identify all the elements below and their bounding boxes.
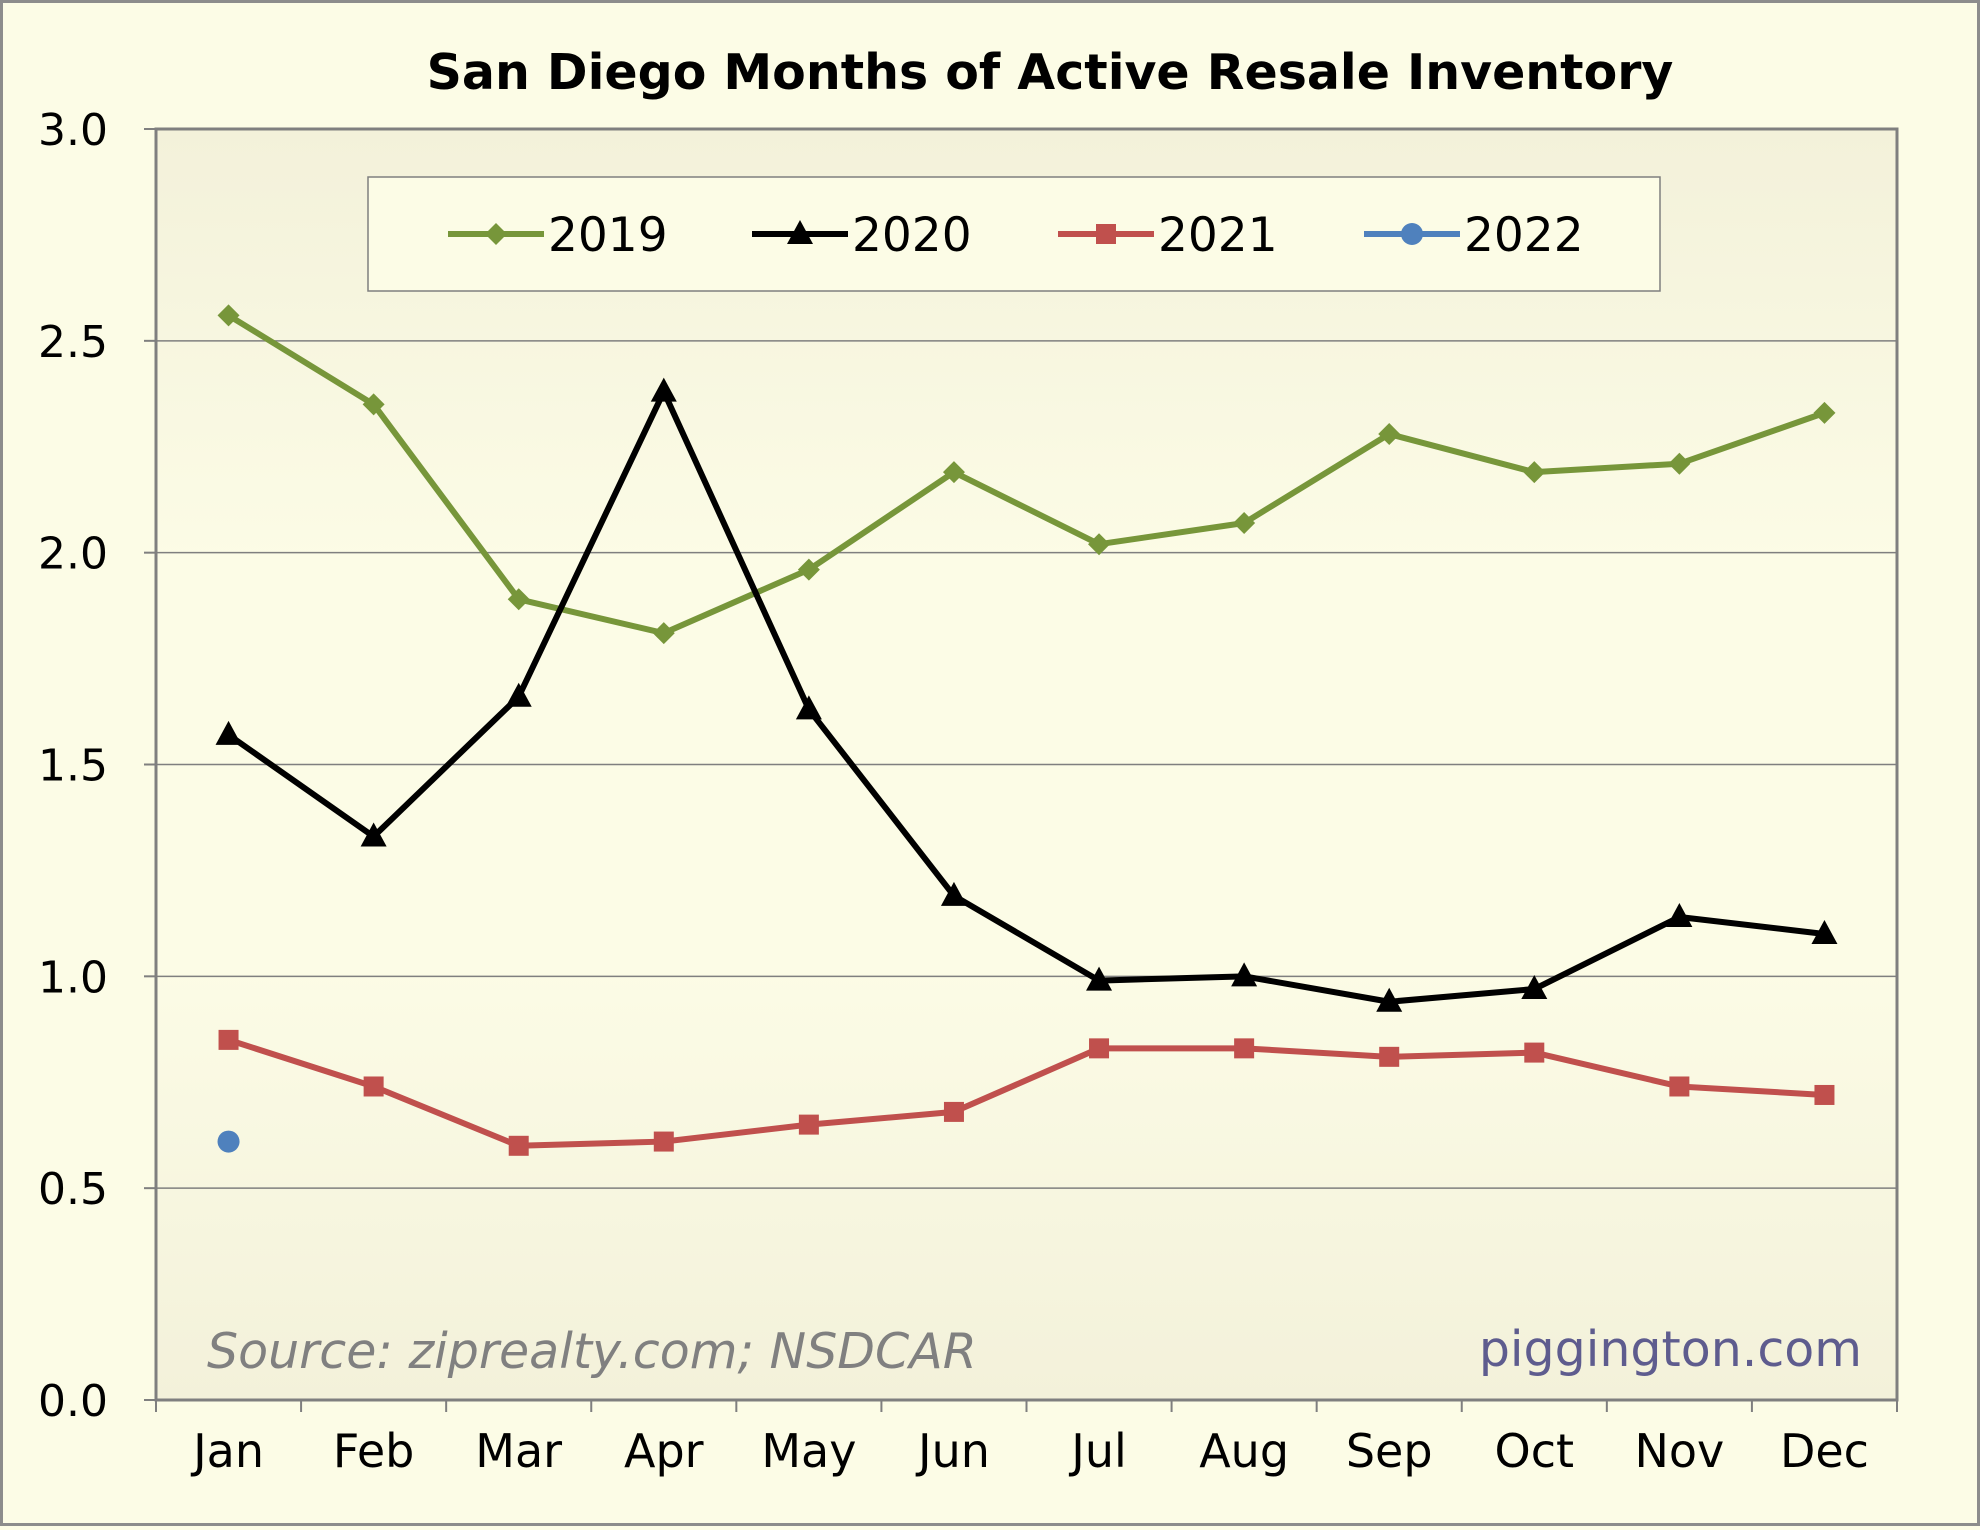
data-point-2020 xyxy=(650,377,677,402)
x-tick-label: May xyxy=(761,1424,856,1478)
series-2019 xyxy=(217,304,1836,645)
data-point-2021 xyxy=(798,1114,819,1135)
data-point-2019 xyxy=(1523,461,1546,484)
data-point-2021 xyxy=(1089,1038,1110,1059)
data-point-2019 xyxy=(1668,452,1691,475)
data-point-2021 xyxy=(1379,1046,1400,1067)
data-point-2021 xyxy=(1814,1084,1835,1105)
x-tick-label: Jul xyxy=(1068,1424,1127,1478)
data-point-2020 xyxy=(215,720,242,745)
y-tick-label: 0.0 xyxy=(38,1376,108,1427)
data-point-2021 xyxy=(218,1029,239,1050)
x-tick-label: Feb xyxy=(333,1424,414,1478)
series-line-2020 xyxy=(225,388,1828,1005)
data-point-2021 xyxy=(943,1101,964,1122)
legend-item-2021: 2021 xyxy=(1058,208,1278,263)
series-line-2019 xyxy=(225,312,1828,637)
data-point-2019 xyxy=(1813,401,1836,424)
legend-label: 2020 xyxy=(852,208,972,263)
legend-item-2019: 2019 xyxy=(448,208,668,263)
data-point-2019 xyxy=(507,588,530,611)
data-point-2020 xyxy=(360,822,387,847)
data-point-2019 xyxy=(652,622,675,645)
data-point-2020 xyxy=(505,682,532,707)
data-point-2019 xyxy=(1088,533,1111,556)
legend-swatch-marker xyxy=(1401,223,1423,245)
legend-label: 2021 xyxy=(1158,208,1278,263)
data-point-2020 xyxy=(1376,987,1403,1012)
legend-label: 2022 xyxy=(1464,208,1584,263)
data-point-2020 xyxy=(1666,903,1693,928)
data-point-2019 xyxy=(1378,423,1401,446)
data-point-2021 xyxy=(1234,1038,1255,1059)
legend-items: 2019 2020 2021 2022 xyxy=(448,208,1584,263)
x-tick-label: Apr xyxy=(624,1424,704,1478)
y-tick-label: 1.5 xyxy=(38,741,108,792)
legend-item-2022: 2022 xyxy=(1364,208,1584,263)
data-point-2021 xyxy=(363,1076,384,1097)
data-point-2019 xyxy=(797,558,820,581)
source-annotation: Source: ziprealty.com; NSDCAR xyxy=(207,1323,977,1380)
data-point-2019 xyxy=(217,304,240,327)
series-2021 xyxy=(218,1029,1835,1156)
x-tick-label: Mar xyxy=(475,1424,562,1478)
legend-swatch-marker xyxy=(787,220,813,244)
legend-label: 2019 xyxy=(548,208,668,263)
x-tick-label: Jan xyxy=(190,1424,264,1478)
data-point-2020 xyxy=(1521,975,1548,1000)
legend: 2019 2020 2021 2022 xyxy=(367,176,1661,292)
x-tick-label: Dec xyxy=(1780,1424,1869,1478)
chart-title: San Diego Months of Active Resale Invent… xyxy=(427,44,1674,101)
data-point-2020 xyxy=(1231,962,1258,987)
series-line-2021 xyxy=(225,1036,1828,1149)
legend-item-2020: 2020 xyxy=(752,208,972,263)
x-tick-label: Nov xyxy=(1634,1424,1724,1478)
y-tick-label: 3.0 xyxy=(38,105,108,156)
x-tick-label: Sep xyxy=(1346,1424,1433,1478)
data-point-2019 xyxy=(1233,512,1256,535)
data-point-2020 xyxy=(940,881,967,906)
legend-swatch-marker xyxy=(485,223,507,245)
y-tick-label: 2.0 xyxy=(38,529,108,580)
data-point-2020 xyxy=(1811,919,1838,944)
data-point-2021 xyxy=(1524,1042,1545,1063)
series-2022 xyxy=(217,1130,240,1153)
x-tick-label: Oct xyxy=(1495,1424,1575,1478)
y-tick-label: 2.5 xyxy=(38,317,108,368)
series-2020 xyxy=(215,377,1838,1012)
data-point-2021 xyxy=(508,1135,529,1156)
data-point-2022 xyxy=(217,1130,240,1153)
site-annotation: piggington.com xyxy=(1479,1321,1862,1378)
data-point-2019 xyxy=(362,393,385,416)
data-point-2021 xyxy=(1669,1076,1690,1097)
data-point-2020 xyxy=(795,695,822,720)
series-group xyxy=(215,304,1838,1156)
data-point-2020 xyxy=(1086,966,1113,991)
x-tick-label: Aug xyxy=(1199,1424,1289,1478)
x-tick-label: Jun xyxy=(915,1424,990,1478)
data-point-2021 xyxy=(653,1131,674,1152)
data-point-2019 xyxy=(942,461,965,484)
legend-swatch-marker xyxy=(1096,224,1116,244)
gridlines xyxy=(156,340,1897,1189)
axes: 0.0 0.5 1.0 1.5 2.0 2.5 3.0 Jan Feb Mar Apr May Jun J… xyxy=(38,105,1899,1478)
y-tick-label: 0.5 xyxy=(38,1164,108,1215)
y-tick-label: 1.0 xyxy=(38,952,108,1003)
